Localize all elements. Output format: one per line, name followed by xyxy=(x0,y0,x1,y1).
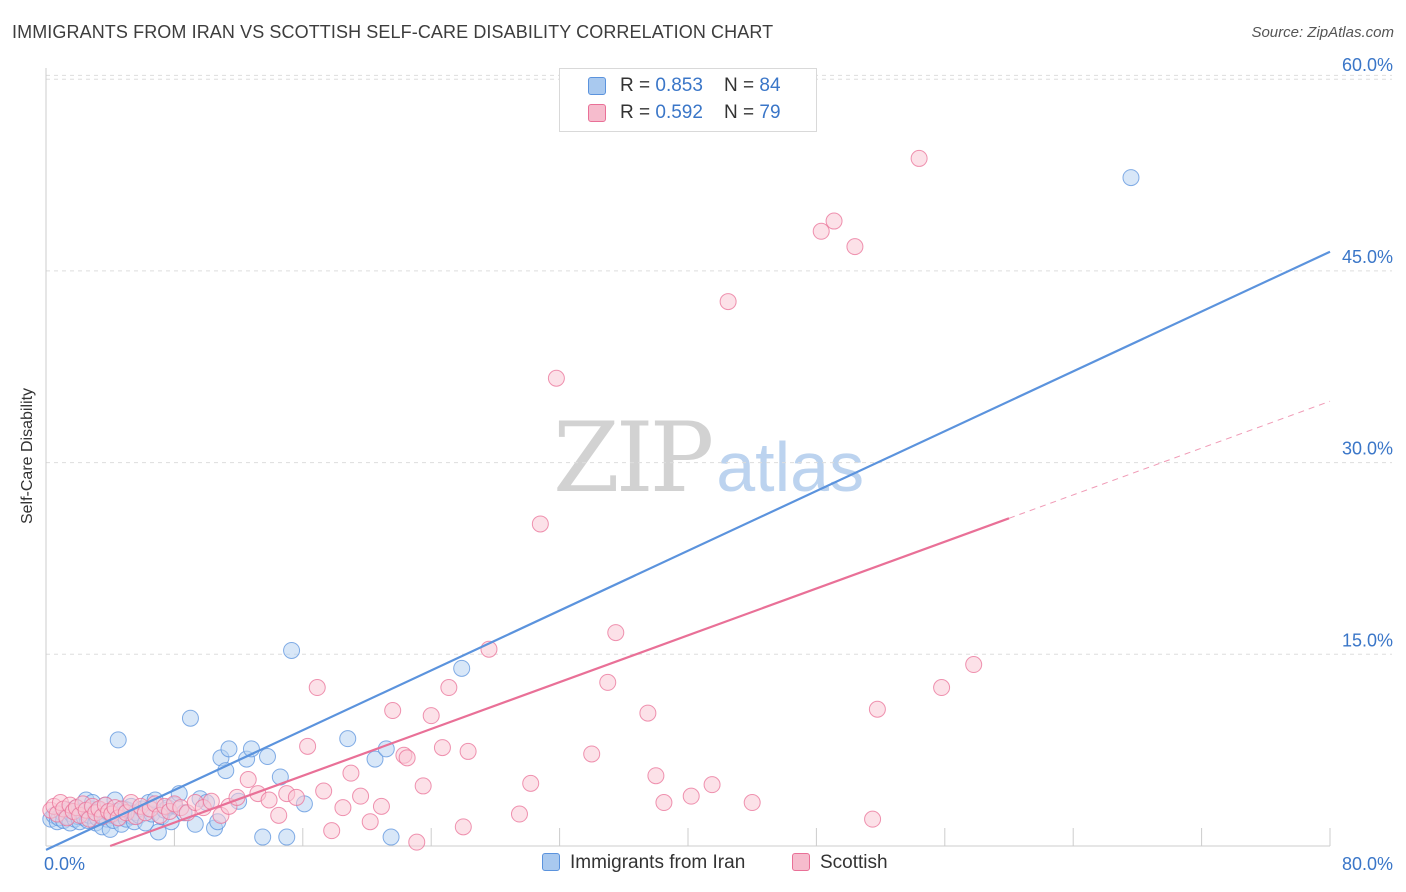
data-point xyxy=(334,799,352,817)
r-value: 0.853 xyxy=(655,75,703,96)
y-tick-label: 30.0% xyxy=(1342,439,1393,459)
data-point xyxy=(599,673,617,691)
source-credit: Source: ZipAtlas.com xyxy=(1251,24,1394,41)
watermark-atlas: atlas xyxy=(716,428,865,506)
data-point xyxy=(260,791,278,809)
data-point xyxy=(308,679,326,697)
data-point xyxy=(220,740,238,758)
data-point xyxy=(278,828,296,846)
data-point xyxy=(299,737,317,755)
x-tick-label: 0.0% xyxy=(44,854,85,874)
data-point xyxy=(510,805,528,823)
data-point xyxy=(655,794,673,812)
data-point xyxy=(433,739,451,757)
data-point xyxy=(743,794,761,812)
data-point xyxy=(254,828,272,846)
data-point xyxy=(459,742,477,760)
data-point xyxy=(366,750,384,768)
data-point xyxy=(522,774,540,792)
chart-title: IMMIGRANTS FROM IRAN VS SCOTTISH SELF-CA… xyxy=(12,22,774,42)
data-point xyxy=(398,749,416,767)
data-point xyxy=(965,656,983,674)
watermark-zip: ZIP xyxy=(553,402,714,514)
data-point xyxy=(453,659,471,677)
legend-swatch-iran xyxy=(542,853,560,871)
y-tick-label: 15.0% xyxy=(1342,630,1393,650)
data-point xyxy=(372,797,390,815)
x-tick-label: 80.0% xyxy=(1342,854,1393,874)
data-point xyxy=(361,813,379,831)
n-label: N = xyxy=(724,102,760,123)
y-tick-label: 60.0% xyxy=(1342,55,1393,75)
n-value: 84 xyxy=(759,75,781,96)
legend-label-iran: Immigrants from Iran xyxy=(570,852,746,873)
data-point xyxy=(531,515,549,533)
data-point xyxy=(639,704,657,722)
stats-legend: R = 0.853 N = 84 R = 0.592 N = 79 xyxy=(559,68,817,132)
trend-line xyxy=(109,517,1010,848)
data-point xyxy=(719,293,737,311)
y-tick-label: 45.0% xyxy=(1342,247,1393,267)
watermark: ZIPatlas xyxy=(553,402,864,514)
data-point xyxy=(812,222,830,240)
data-point xyxy=(864,810,882,828)
data-point xyxy=(287,788,305,806)
legend-item-scottish[interactable]: Scottish xyxy=(792,852,888,874)
data-point xyxy=(607,624,625,642)
n-value: 79 xyxy=(759,102,781,123)
r-value: 0.592 xyxy=(655,102,703,123)
tick-labels: 15.0% 30.0% 45.0% 60.0% 0.0% 80.0% xyxy=(44,55,1393,874)
data-point xyxy=(270,806,288,824)
data-point xyxy=(382,828,400,846)
series-scottish xyxy=(42,149,983,851)
data-point xyxy=(440,679,458,697)
trend-line-extension xyxy=(1008,400,1331,519)
data-point xyxy=(323,822,341,840)
data-point xyxy=(547,369,565,387)
r-label: R = xyxy=(620,75,656,96)
data-point xyxy=(454,818,472,836)
data-point xyxy=(186,815,204,833)
data-point xyxy=(339,730,357,748)
data-point xyxy=(384,702,402,720)
data-point xyxy=(703,776,721,794)
data-point xyxy=(910,149,928,167)
data-point xyxy=(342,764,360,782)
legend-swatch-scottish xyxy=(588,104,606,122)
legend-label-scottish: Scottish xyxy=(820,852,888,873)
data-point xyxy=(825,212,843,230)
data-point xyxy=(181,709,199,727)
data-point xyxy=(408,833,426,851)
data-point xyxy=(846,238,864,256)
data-point xyxy=(647,767,665,785)
grid-lines xyxy=(46,74,1392,655)
legend-swatch-iran xyxy=(588,77,606,95)
data-point xyxy=(283,641,301,659)
data-point xyxy=(1122,169,1140,187)
data-point xyxy=(258,748,276,766)
data-point xyxy=(315,782,333,800)
n-label: N = xyxy=(724,75,760,96)
legend-item-iran[interactable]: Immigrants from Iran xyxy=(542,852,745,874)
data-point xyxy=(239,771,257,789)
data-point xyxy=(352,787,370,805)
series-legend: Immigrants from Iran Scottish xyxy=(0,852,1406,878)
legend-swatch-scottish xyxy=(792,853,810,871)
data-point xyxy=(109,731,127,749)
axes xyxy=(45,68,1331,847)
data-point xyxy=(933,679,951,697)
trend-line xyxy=(45,250,1331,851)
data-point xyxy=(682,787,700,805)
data-point xyxy=(422,707,440,725)
trend-lines xyxy=(45,250,1331,851)
data-point xyxy=(414,777,432,795)
r-label: R = xyxy=(620,102,656,123)
data-point xyxy=(868,700,886,718)
data-point xyxy=(583,745,601,763)
